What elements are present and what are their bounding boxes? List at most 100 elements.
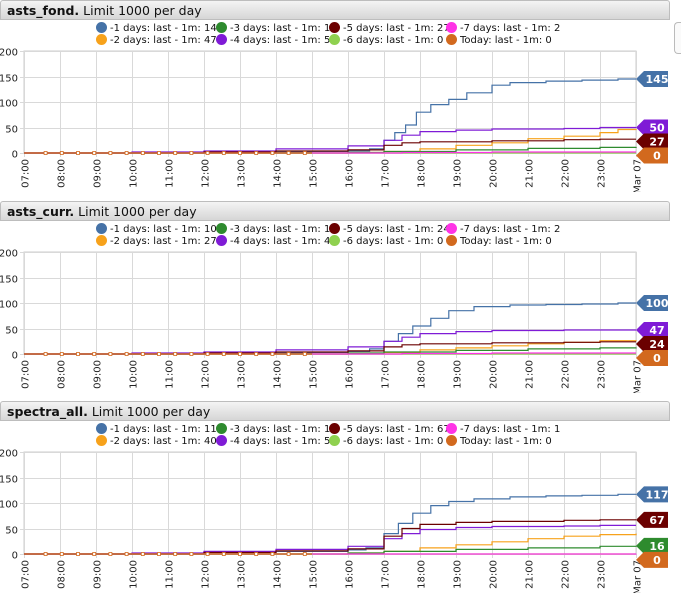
today-marker (157, 151, 161, 155)
x-tick-label: 21:00 (525, 560, 536, 589)
value-flag: 117 (636, 486, 668, 503)
legend-marker-icon (329, 34, 340, 45)
legend-item[interactable]: -4 days: last - 1m: 50 (216, 34, 337, 47)
value-flag: 145 (636, 71, 668, 88)
legend-label: -3 days: last - 1m: 16 (230, 424, 337, 435)
y-tick-label: 50 (5, 125, 18, 136)
x-tick-label: 07:00 (21, 560, 32, 589)
today-marker (254, 352, 259, 356)
x-tick-label: 19:00 (453, 360, 464, 389)
legend-item[interactable]: -3 days: last - 1m: 16 (216, 423, 337, 436)
x-tick-label: 10:00 (129, 360, 140, 389)
today-marker (205, 352, 210, 356)
today-marker (221, 352, 226, 356)
legend-item[interactable]: -4 days: last - 1m: 47 (216, 235, 337, 248)
legend-marker-icon (446, 235, 457, 246)
x-tick-label: 09:00 (93, 159, 104, 188)
legend-item[interactable]: -2 days: last - 1m: 40 (96, 435, 217, 448)
today-marker (43, 552, 48, 556)
today-marker (238, 352, 242, 356)
legend-item[interactable]: -6 days: last - 1m: 0 (329, 34, 443, 47)
x-tick-label: 15:00 (309, 360, 320, 389)
value-flag: 67 (636, 511, 668, 528)
x-tick-label: 11:00 (165, 560, 176, 589)
panel-title-name: asts_curr. (7, 204, 75, 219)
today-marker (108, 352, 113, 356)
legend-label: -3 days: last - 1m: 12 (230, 23, 337, 34)
today-marker (270, 151, 275, 155)
x-tick-label: 18:00 (417, 560, 428, 589)
value-flag: 24 (636, 336, 668, 353)
legend-item[interactable]: -7 days: last - 1m: 2 (446, 22, 560, 35)
value-flag: 0 (636, 350, 668, 367)
x-tick-label: 12:00 (201, 560, 212, 589)
today-marker (43, 352, 48, 356)
panel-title-limit: Limit 1000 per day (87, 404, 211, 419)
value-flag-label: 24 (649, 338, 665, 351)
x-tick-label: 12:00 (201, 159, 212, 188)
today-marker (124, 151, 129, 155)
series-line (24, 352, 636, 355)
line-chart: 07:00 08:00 09:00 10:00 11:00 12:00 13:00 14:00… (0, 449, 668, 594)
x-tick-label: 21:00 (525, 360, 536, 389)
legend-item[interactable]: -5 days: last - 1m: 67 (329, 423, 450, 436)
legend-item[interactable]: -6 days: last - 1m: 0 (329, 435, 443, 448)
legend-item[interactable]: -4 days: last - 1m: 56 (216, 435, 337, 448)
legend-item[interactable]: -5 days: last - 1m: 27 (329, 22, 450, 35)
x-tick-label: 15:00 (309, 159, 320, 188)
y-tick-label: 200 (0, 249, 18, 260)
x-tick-label: 16:00 (345, 360, 356, 389)
legend-label: -7 days: last - 1m: 2 (460, 23, 561, 34)
legend-label: -2 days: last - 1m: 27 (110, 236, 217, 247)
value-flag: 0 (636, 551, 668, 568)
legend-marker-icon (446, 223, 457, 234)
legend-item[interactable]: -7 days: last - 1m: 1 (446, 423, 560, 436)
legend-marker-icon (216, 235, 227, 246)
today-marker (108, 552, 113, 556)
today-marker (270, 552, 275, 556)
today-marker (76, 552, 80, 556)
legend-item[interactable]: -5 days: last - 1m: 24 (329, 223, 450, 236)
today-marker (302, 352, 307, 356)
line-chart: 07:00 08:00 09:00 10:00 11:00 12:00 13:00 14:00… (0, 48, 668, 193)
legend-item[interactable]: -3 days: last - 1m: 12 (216, 22, 337, 35)
legend-item[interactable]: -7 days: last - 1m: 2 (446, 223, 560, 236)
value-flag-label: 0 (653, 554, 661, 567)
legend-item[interactable]: Today: last - 1m: 0 (446, 34, 552, 47)
value-flag-label: 16 (649, 540, 665, 553)
today-marker (140, 352, 145, 356)
value-flag: 47 (636, 322, 668, 339)
x-tick-label: 07:00 (21, 159, 32, 188)
series-line (24, 341, 636, 355)
legend-marker-icon (96, 435, 107, 446)
legend-item[interactable]: -6 days: last - 1m: 0 (329, 235, 443, 248)
y-tick-label: 150 (0, 475, 18, 486)
y-tick-label: 50 (5, 326, 18, 337)
x-tick-label: 17:00 (381, 560, 392, 589)
today-marker (173, 352, 178, 356)
value-flag: 50 (636, 119, 668, 136)
value-flag-label: 100 (646, 297, 669, 310)
legend-item[interactable]: -1 days: last - 1m: 100 (96, 223, 223, 236)
legend-item[interactable]: -2 days: last - 1m: 47 (96, 34, 217, 47)
x-tick-label: 17:00 (381, 360, 392, 389)
x-tick-label: 14:00 (273, 360, 284, 389)
chart-panel: spectra_all. Limit 1000 per day 07:00 08:0… (0, 401, 672, 593)
legend-label: -3 days: last - 1m: 13 (230, 224, 337, 235)
legend-item[interactable]: Today: last - 1m: 0 (446, 235, 552, 248)
legend-item[interactable]: -2 days: last - 1m: 27 (96, 235, 217, 248)
legend-item[interactable]: -3 days: last - 1m: 13 (216, 223, 337, 236)
y-tick-label: 100 (0, 99, 18, 110)
x-tick-label: 13:00 (237, 360, 248, 389)
series-line (24, 151, 636, 154)
scroll-handle[interactable] (674, 22, 681, 54)
x-tick-label: 20:00 (489, 560, 500, 589)
legend-marker-icon (216, 22, 227, 33)
legend-label: -6 days: last - 1m: 0 (343, 35, 444, 46)
today-marker (286, 552, 291, 556)
legend-item[interactable]: Today: last - 1m: 0 (446, 435, 552, 448)
legend-item[interactable]: -1 days: last - 1m: 145 (96, 22, 223, 35)
legend-item[interactable]: -1 days: last - 1m: 117 (96, 423, 223, 436)
value-flag: 100 (636, 295, 669, 311)
x-tick-label: 14:00 (273, 159, 284, 188)
